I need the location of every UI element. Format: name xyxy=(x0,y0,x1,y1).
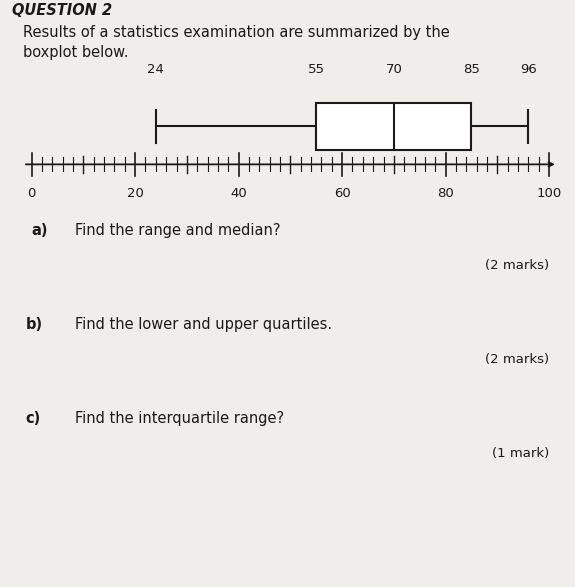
Text: 24: 24 xyxy=(147,63,164,76)
Text: c): c) xyxy=(26,411,41,426)
Text: 70: 70 xyxy=(385,63,402,76)
Text: 96: 96 xyxy=(520,63,537,76)
Text: 80: 80 xyxy=(437,187,454,200)
Text: a): a) xyxy=(32,223,48,238)
Text: 60: 60 xyxy=(334,187,351,200)
Text: Find the range and median?: Find the range and median? xyxy=(75,223,280,238)
Text: (2 marks): (2 marks) xyxy=(485,353,549,366)
Text: Find the interquartile range?: Find the interquartile range? xyxy=(75,411,284,426)
Text: 100: 100 xyxy=(536,187,562,200)
Text: 55: 55 xyxy=(308,63,325,76)
Text: (1 mark): (1 mark) xyxy=(492,447,549,460)
Text: Find the lower and upper quartiles.: Find the lower and upper quartiles. xyxy=(75,317,332,332)
Text: Results of a statistics examination are summarized by the: Results of a statistics examination are … xyxy=(23,25,450,40)
Text: 40: 40 xyxy=(230,187,247,200)
Text: (2 marks): (2 marks) xyxy=(485,259,549,272)
Text: b): b) xyxy=(26,317,43,332)
Text: 0: 0 xyxy=(28,187,36,200)
Text: QUESTION 2: QUESTION 2 xyxy=(12,3,112,18)
Text: 85: 85 xyxy=(463,63,480,76)
Bar xyxy=(316,103,471,150)
Text: boxplot below.: boxplot below. xyxy=(23,45,128,60)
Text: 20: 20 xyxy=(126,187,144,200)
